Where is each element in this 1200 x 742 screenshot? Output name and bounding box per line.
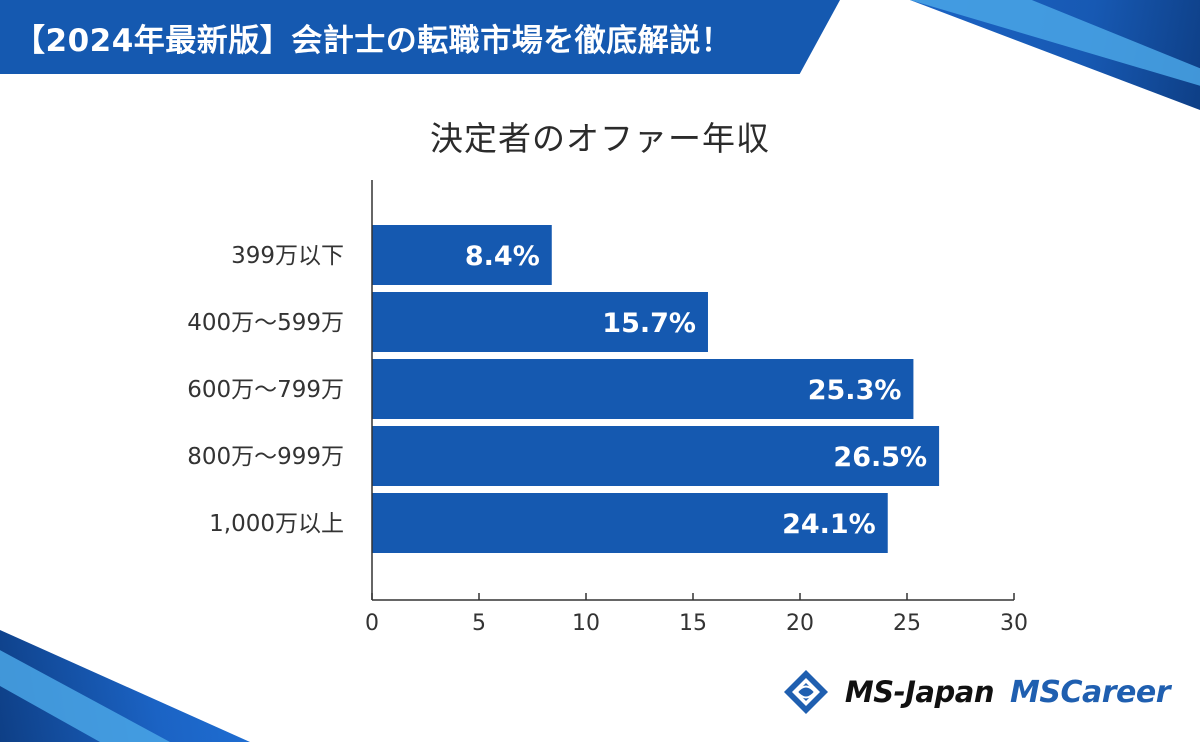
category-label-1: 399万以下 — [231, 243, 344, 269]
value-label-4: 26.5% — [833, 442, 927, 473]
logos: MS-Japan MSCareer — [783, 670, 1171, 714]
x-tick-label-30: 30 — [1000, 611, 1028, 636]
x-tick-label-25: 25 — [893, 611, 921, 636]
axes-group: 0 5 10 15 20 25 30 — [365, 180, 1028, 636]
value-label-3: 25.3% — [808, 375, 902, 406]
ms-career-logo-text: MSCareer — [1009, 674, 1171, 710]
x-tick-label-5: 5 — [472, 611, 486, 636]
x-tick-label-15: 15 — [679, 611, 707, 636]
ms-japan-logo-text: MS-Japan — [844, 675, 995, 709]
banner-title: 【2024年最新版】会計士の転職市場を徹底解説！ — [14, 23, 733, 59]
bars-group: 399万以下 8.4% 400万～599万 15.7% 600万～799万 25.3% 80… — [187, 225, 940, 553]
value-label-1: 8.4% — [465, 241, 540, 272]
bar-1 — [372, 225, 552, 285]
bar-5 — [372, 493, 888, 553]
value-label-5: 24.1% — [782, 509, 876, 540]
x-tick-label-20: 20 — [786, 611, 814, 636]
category-label-2: 400万～599万 — [187, 310, 344, 336]
ms-japan-diamond-icon — [783, 670, 828, 714]
bar-3 — [372, 359, 914, 419]
header-banner — [0, 0, 840, 74]
category-label-3: 600万～799万 — [187, 377, 344, 403]
category-label-5: 1,000万以上 — [209, 511, 344, 537]
bar-2 — [372, 292, 708, 352]
x-tick-label-0: 0 — [365, 611, 379, 636]
x-tick-label-10: 10 — [572, 611, 600, 636]
chart-title: 決定者のオファー年収 — [430, 119, 770, 158]
bar-4 — [372, 426, 940, 486]
category-label-4: 800万～999万 — [187, 444, 344, 470]
value-label-2: 15.7% — [602, 308, 696, 339]
